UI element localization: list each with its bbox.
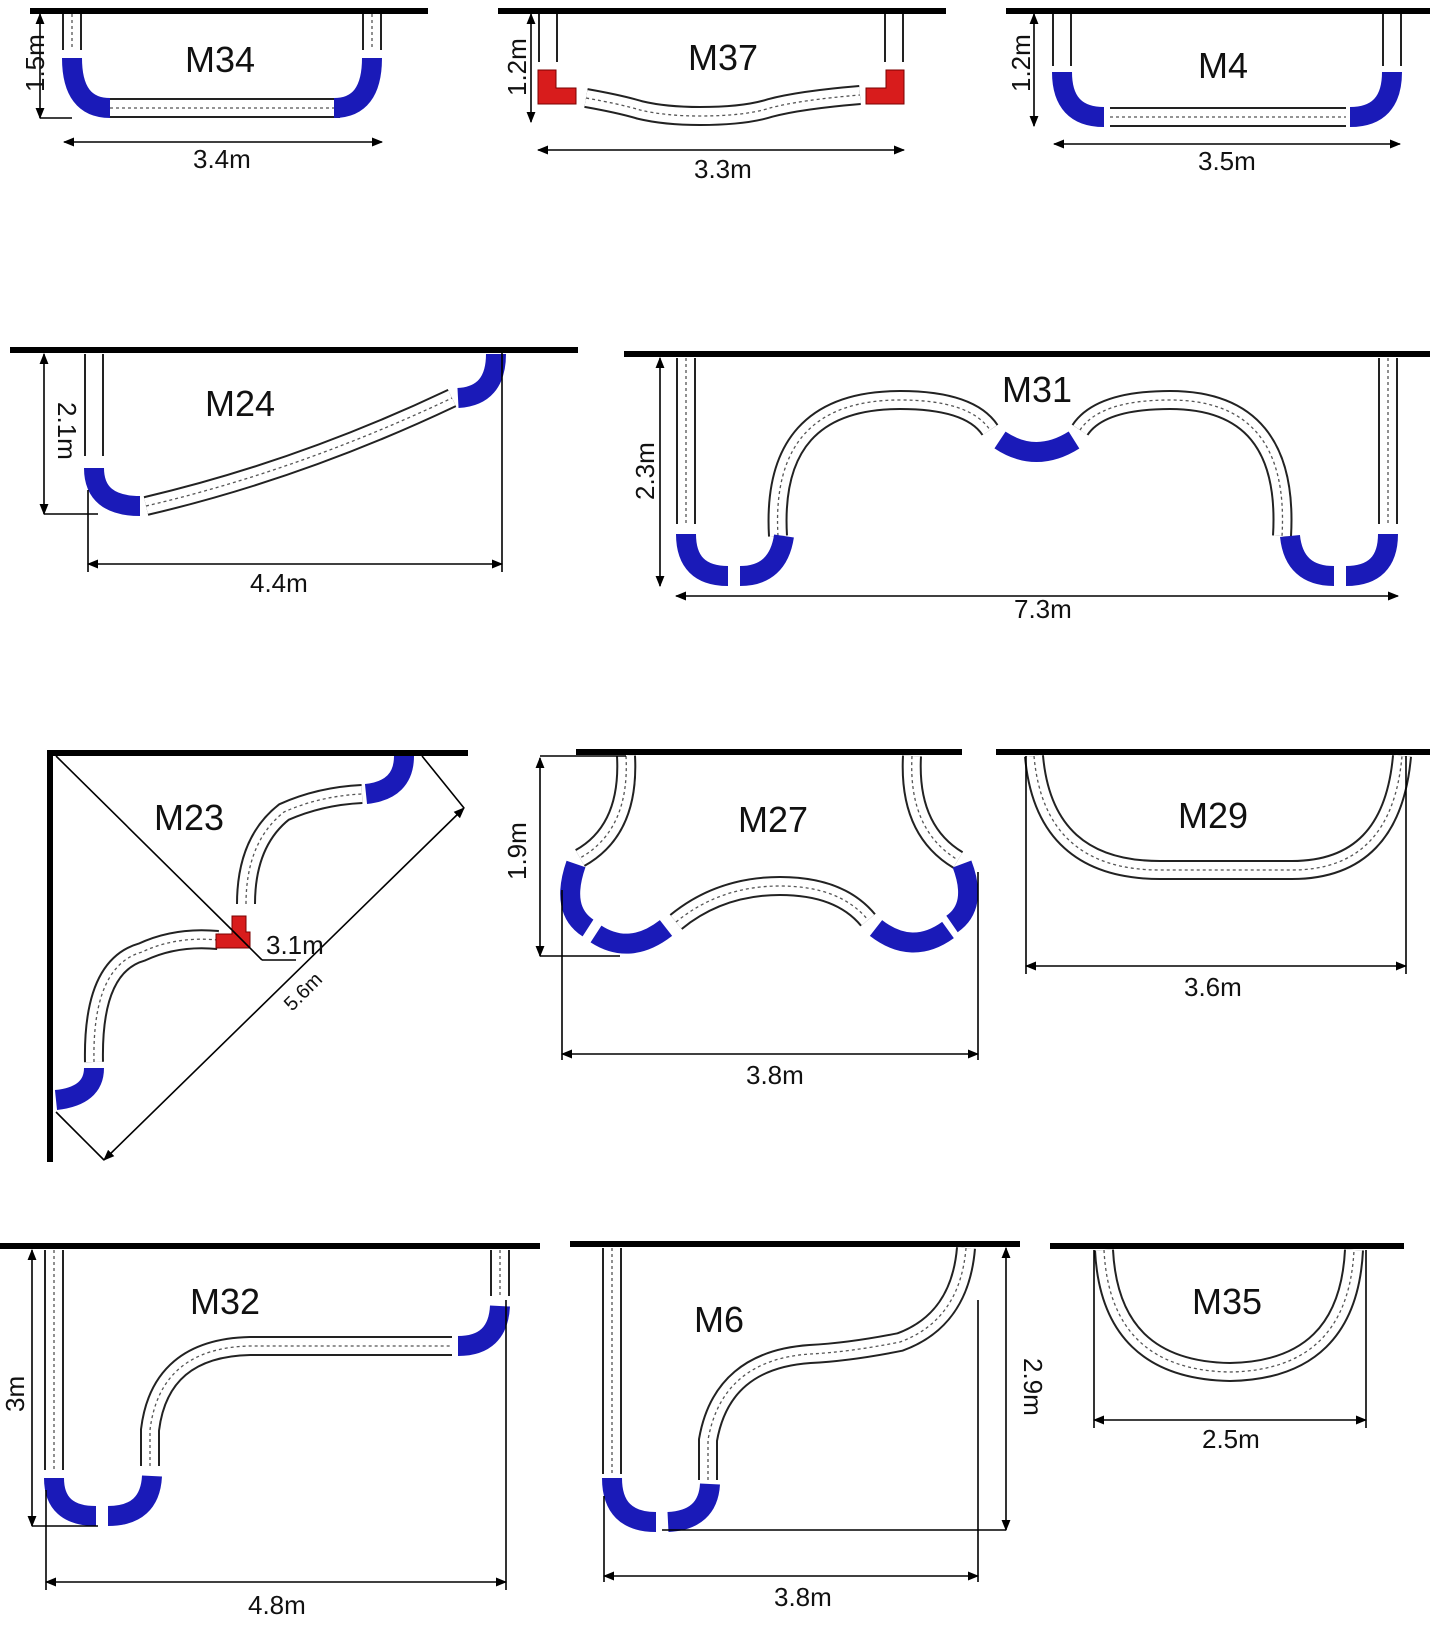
layout-m32: M32 4.8m 3m	[0, 1243, 540, 1620]
blue-curve-piece	[560, 860, 595, 937]
height-label: 2.9m	[1018, 1358, 1048, 1416]
layout-m4: M4 3.5m 1.2m	[1006, 8, 1430, 176]
layout-title: M35	[1192, 1281, 1262, 1322]
blue-curve-piece	[994, 431, 1080, 462]
layout-m31: M31 7.3m 2.3m	[624, 351, 1430, 624]
width-label: 7.3m	[1014, 594, 1072, 624]
layout-title: M29	[1178, 795, 1248, 836]
blue-curve-piece	[1280, 534, 1335, 586]
layout-title: M27	[738, 799, 808, 840]
blue-curve-piece	[945, 860, 978, 933]
track-path	[62, 14, 382, 118]
height-label: 3m	[0, 1376, 30, 1412]
track-path	[574, 755, 964, 930]
blue-curve-piece	[590, 919, 673, 954]
width-label: 3.8m	[746, 1060, 804, 1090]
width-label: 3.4m	[193, 144, 251, 174]
blue-curve-piece	[44, 1477, 97, 1526]
height-label: 1.2m	[502, 38, 532, 96]
layout-m23: M23 5.6m 3.1m	[47, 750, 468, 1162]
width-label: 4.8m	[248, 1590, 306, 1620]
width-label: 3.3m	[694, 154, 752, 184]
blue-curve-piece	[602, 1477, 657, 1532]
blue-curve-piece	[107, 1474, 162, 1526]
blue-curve-piece	[676, 533, 729, 586]
layout-title: M6	[694, 1299, 744, 1340]
track-path	[1024, 755, 1412, 880]
width-label: 4.4m	[250, 568, 308, 598]
red-corner-piece	[537, 69, 577, 105]
height-label: 1.5m	[20, 34, 50, 92]
height-label: 3.1m	[266, 930, 324, 960]
blue-curve-piece	[456, 353, 506, 408]
blue-curve-piece	[869, 919, 954, 953]
layout-m35: M35 2.5m	[1050, 1243, 1404, 1454]
blue-curve-piece	[1349, 71, 1402, 127]
width-label: 2.5m	[1202, 1424, 1260, 1454]
height-label: 2.1m	[52, 402, 82, 460]
height-label: 1.2m	[1006, 34, 1036, 92]
width-label: 3.8m	[774, 1582, 832, 1612]
track-path	[84, 354, 457, 516]
blue-curve-piece	[62, 57, 111, 118]
blue-curve-piece	[54, 1067, 104, 1110]
track-path	[1052, 14, 1402, 127]
blue-curve-piece	[739, 534, 794, 586]
width-label: 3.5m	[1198, 146, 1256, 176]
layout-m34: M34 3.4m 1.5m	[20, 8, 428, 174]
track-path	[1094, 1249, 1364, 1383]
width-label: 3.6m	[1184, 972, 1242, 1002]
track-path	[538, 14, 904, 127]
track-path	[676, 358, 1398, 537]
layout-m27: M27 3.8m 1.9m	[502, 749, 980, 1090]
layout-title: M34	[185, 39, 255, 80]
height-label: 1.9m	[502, 822, 532, 880]
blue-curve-piece	[364, 755, 414, 804]
layout-m6: M6 3.8m 2.9m	[570, 1241, 1048, 1612]
blue-curve-piece	[1345, 533, 1398, 586]
blue-curve-piece	[667, 1482, 720, 1532]
blue-curve-piece	[333, 57, 382, 118]
layout-title: M31	[1002, 369, 1072, 410]
layout-m24: M24 4.4m 2.1m	[10, 347, 578, 598]
layout-title: M37	[688, 37, 758, 78]
layout-title: M24	[205, 383, 275, 424]
width-dimension-line	[103, 807, 465, 1161]
blue-curve-piece	[84, 467, 141, 516]
track-path	[44, 1250, 510, 1470]
blue-curve-piece	[457, 1304, 510, 1356]
layout-m29: M29 3.6m	[996, 749, 1430, 1002]
blue-curve-piece	[1052, 71, 1105, 127]
track-path	[602, 1246, 976, 1480]
layout-m37: M37 3.3m 1.2m	[498, 8, 946, 184]
red-corner-piece	[865, 69, 905, 105]
height-label: 2.3m	[630, 442, 660, 500]
layout-title: M23	[154, 797, 224, 838]
layout-title: M4	[1198, 45, 1248, 86]
layout-title: M32	[190, 1281, 260, 1322]
width-label: 5.6m	[280, 969, 327, 1016]
